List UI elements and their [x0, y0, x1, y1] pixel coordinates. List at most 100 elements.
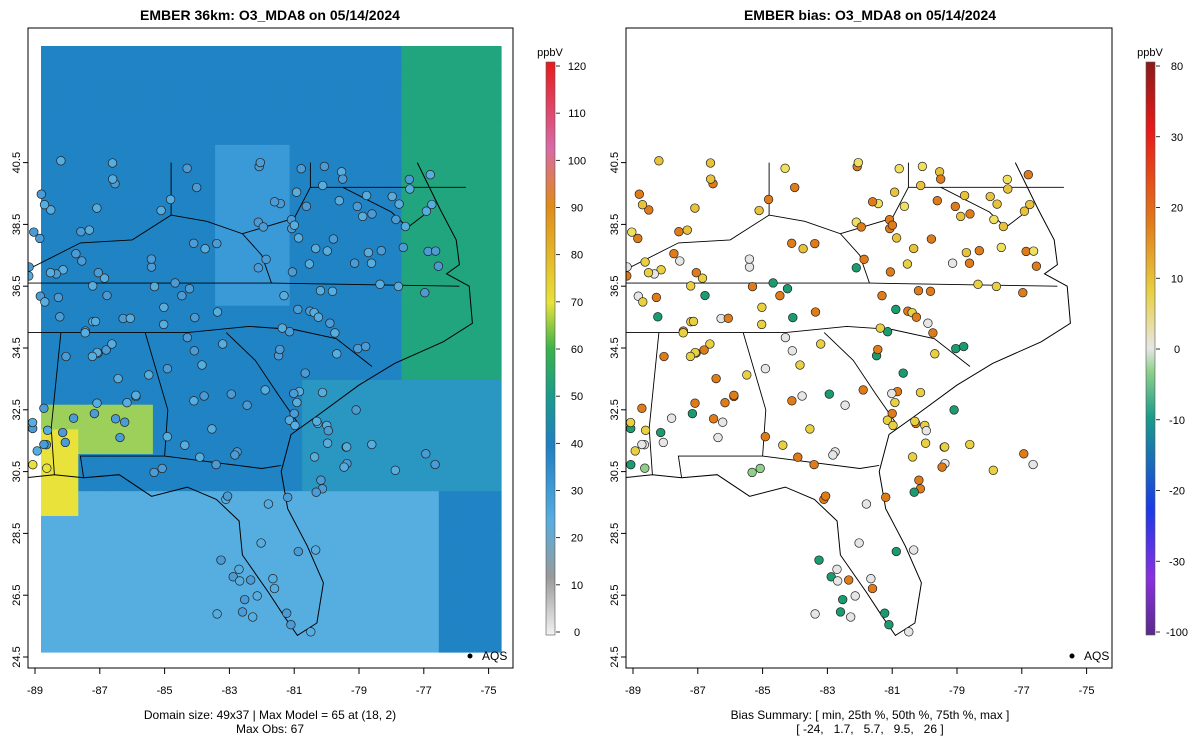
grid-cell: [289, 491, 303, 505]
grid-cell: [302, 379, 316, 393]
grid-cell: [264, 46, 278, 59]
obs-marker: [881, 492, 891, 502]
grid-cell: [463, 540, 477, 554]
grid-cell: [115, 639, 129, 653]
obs-marker: [42, 463, 52, 473]
obs-marker: [950, 201, 960, 212]
grid-cell: [438, 120, 452, 134]
grid-cell: [152, 243, 166, 257]
grid-cell: [202, 144, 216, 158]
grid-cell: [426, 182, 440, 195]
grid-cell: [190, 379, 204, 393]
grid-cell: [239, 318, 253, 332]
grid-cell: [438, 478, 452, 492]
grid-cell: [438, 577, 452, 591]
obs-marker: [53, 292, 64, 303]
left-footer-line2: Max Obs: 67: [236, 722, 304, 736]
grid-cell: [65, 528, 79, 542]
grid-cell: [65, 305, 79, 319]
grid-cell: [463, 231, 477, 245]
grid-cell: [476, 540, 490, 554]
grid-cell: [128, 206, 141, 220]
grid-cell: [463, 256, 477, 270]
grid-cell: [115, 95, 129, 109]
grid-cell: [90, 182, 104, 195]
grid-cell: [53, 120, 67, 134]
obs-marker: [157, 463, 167, 474]
obs-marker: [110, 414, 121, 424]
obs-marker: [961, 247, 972, 258]
grid-cell: [426, 120, 440, 134]
grid-cell: [227, 268, 241, 282]
grid-cell: [202, 268, 216, 282]
grid-cell: [451, 478, 465, 492]
colorbar-tick-label: 100: [568, 155, 586, 167]
grid-cell: [414, 107, 427, 121]
obs-marker: [322, 438, 333, 448]
grid-cell: [463, 590, 477, 604]
grid-cell: [488, 355, 502, 369]
obs-marker: [162, 364, 173, 374]
grid-cell: [339, 503, 353, 517]
grid-cell: [252, 392, 266, 406]
grid-cell: [78, 503, 92, 517]
colorbar-tick-label: -30: [1169, 556, 1185, 568]
grid-cell: [215, 169, 229, 183]
grid-cell: [177, 305, 191, 319]
grid-cell: [53, 454, 67, 468]
grid-cell: [476, 602, 490, 616]
grid-cell: [389, 602, 403, 616]
grid-cell: [476, 590, 490, 604]
state-line: [28, 325, 373, 367]
obs-marker: [55, 312, 65, 322]
grid-cell: [115, 169, 129, 183]
grid-cell: [488, 577, 502, 591]
grid-cell: [289, 478, 303, 492]
grid-cell: [389, 256, 403, 270]
grid-cell: [53, 206, 67, 220]
right-footer-line2: [ -24, 1.7, 5.7, 9.5, 26 ]: [796, 722, 943, 736]
grid-cell: [202, 330, 216, 344]
grid-cell: [476, 466, 490, 480]
obs-marker: [28, 262, 34, 272]
obs-marker: [1031, 261, 1042, 271]
grid-cell: [438, 243, 452, 257]
grid-cell: [90, 441, 104, 455]
grid-cell: [364, 107, 378, 121]
observation-markers: [28, 156, 444, 637]
grid-cell: [451, 355, 465, 369]
grid-cell: [389, 454, 403, 468]
obs-marker: [809, 459, 819, 470]
grid-cell: [314, 466, 328, 480]
grid-cell: [128, 577, 141, 591]
grid-cell: [90, 614, 104, 628]
grid-cell: [339, 392, 353, 406]
grid-cell: [140, 379, 154, 393]
grid-cell: [65, 268, 79, 282]
grid-cell: [103, 392, 117, 406]
lon-tick-label: -75: [1079, 685, 1095, 697]
grid-cell: [364, 614, 378, 628]
grid-cell: [78, 404, 92, 418]
grid-cell: [389, 429, 403, 443]
grid-cell: [277, 120, 291, 134]
obs-marker: [747, 281, 758, 292]
grid-cell: [414, 132, 427, 146]
obs-marker: [149, 467, 159, 478]
grid-cell: [165, 478, 179, 492]
grid-cell: [488, 342, 502, 356]
grid-cell: [239, 132, 253, 146]
grid-cell: [41, 639, 54, 653]
grid-cell: [78, 293, 92, 307]
obs-marker: [887, 408, 897, 419]
grid-cell: [190, 614, 204, 628]
grid-cell: [115, 83, 129, 97]
grid-cell: [103, 590, 117, 604]
grid-cell: [376, 219, 390, 233]
grid-cell: [227, 305, 241, 319]
grid-cell: [65, 231, 79, 245]
grid-cell: [463, 417, 477, 430]
grid-cell: [152, 577, 166, 591]
grid-cell: [277, 46, 291, 59]
grid-cell: [401, 157, 415, 171]
